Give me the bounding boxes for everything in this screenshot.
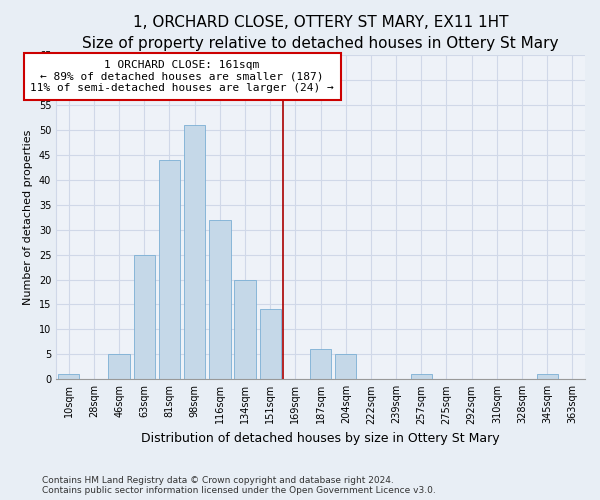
Bar <box>209 220 230 380</box>
Y-axis label: Number of detached properties: Number of detached properties <box>23 130 33 305</box>
Text: 1 ORCHARD CLOSE: 161sqm
← 89% of detached houses are smaller (187)
11% of semi-d: 1 ORCHARD CLOSE: 161sqm ← 89% of detache… <box>30 60 334 93</box>
Bar <box>410 374 432 380</box>
Bar <box>184 125 205 380</box>
Text: Contains HM Land Registry data © Crown copyright and database right 2024.
Contai: Contains HM Land Registry data © Crown c… <box>42 476 436 495</box>
Bar <box>58 374 79 380</box>
Bar <box>335 354 356 380</box>
Bar <box>260 310 281 380</box>
Bar <box>159 160 180 380</box>
X-axis label: Distribution of detached houses by size in Ottery St Mary: Distribution of detached houses by size … <box>141 432 500 445</box>
Bar <box>134 254 155 380</box>
Bar <box>536 374 558 380</box>
Bar <box>109 354 130 380</box>
Title: 1, ORCHARD CLOSE, OTTERY ST MARY, EX11 1HT
Size of property relative to detached: 1, ORCHARD CLOSE, OTTERY ST MARY, EX11 1… <box>82 15 559 51</box>
Bar <box>235 280 256 380</box>
Bar <box>310 350 331 380</box>
